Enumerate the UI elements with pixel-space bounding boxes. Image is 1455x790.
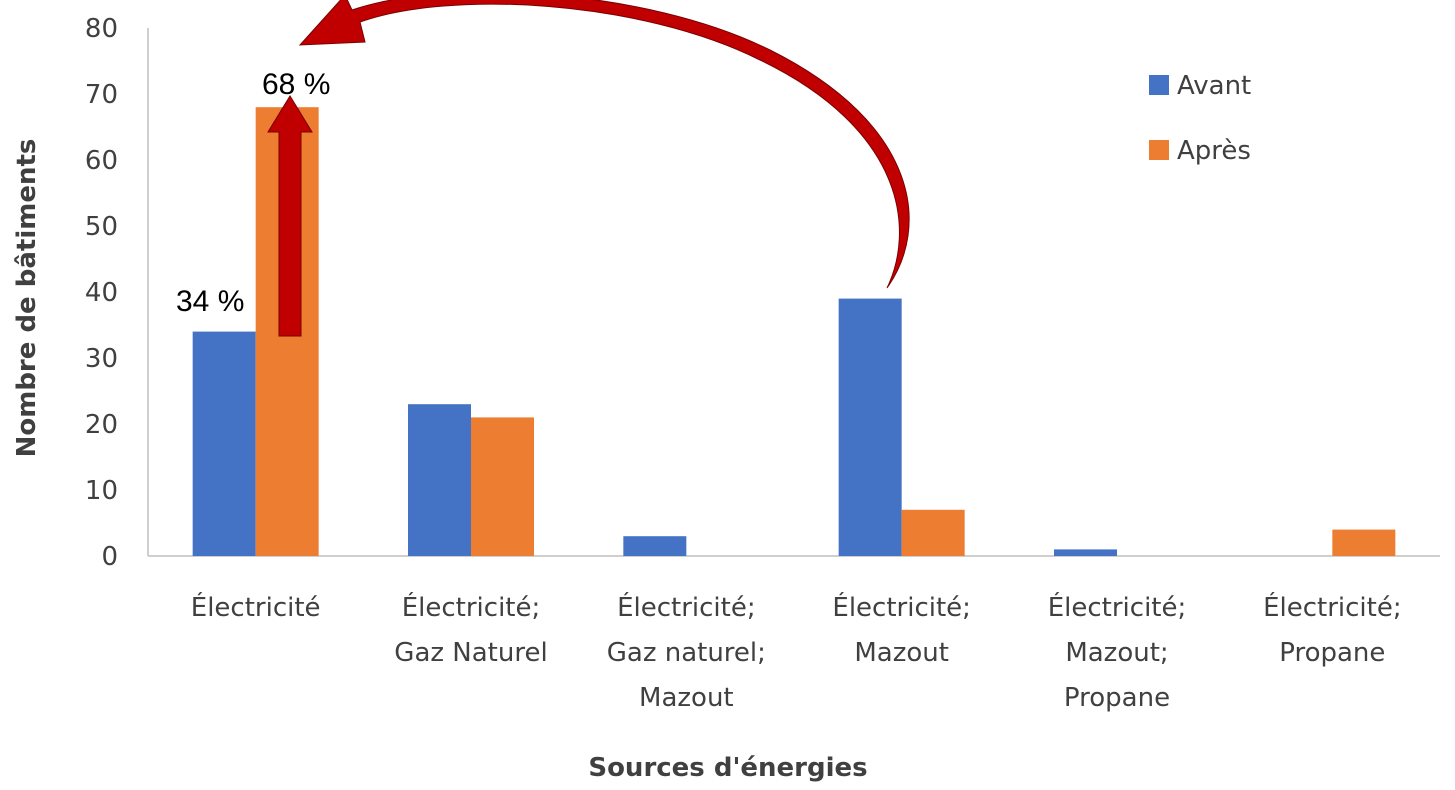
x-category-label: Électricité: [191, 591, 321, 623]
y-tick-label: 20: [85, 410, 118, 440]
bars-group: [192, 107, 1396, 556]
x-category-label: Électricité; Mazout; Propane: [1048, 591, 1187, 713]
y-tick-label: 30: [85, 344, 118, 374]
annotation-after-label: 68 %: [262, 68, 330, 101]
bar-apres-5: [1332, 529, 1396, 556]
x-category-label: Électricité; Mazout: [832, 591, 971, 668]
y-tick-label: 80: [85, 14, 118, 44]
y-tick-label: 0: [101, 542, 118, 572]
bar-avant-3: [838, 298, 902, 556]
annotation-arrows: [267, 0, 910, 337]
category-labels: Électricité Électricité; Gaz Naturel Électr…: [191, 591, 1402, 713]
bar-avant-2: [623, 536, 687, 556]
y-axis-title: Nombre de bâtiments: [12, 139, 42, 458]
y-tick-label: 50: [85, 212, 118, 242]
legend-swatch-apres: [1149, 140, 1169, 160]
x-category-label: Électricité; Propane: [1263, 591, 1402, 668]
legend-label-avant: Avant: [1177, 71, 1251, 101]
x-category-label: Électricité; Gaz naturel; Mazout: [607, 591, 766, 713]
legend: Avant Après: [1149, 71, 1251, 166]
y-axis-ticks: 0 10 20 30 40 50 60 70 80: [85, 14, 118, 572]
x-category-label: Électricité; Gaz Naturel: [394, 591, 547, 668]
annotation-before-label: 34 %: [176, 285, 244, 318]
bar-avant-0: [192, 331, 256, 556]
y-tick-label: 10: [85, 476, 118, 506]
bar-apres-3: [901, 509, 965, 556]
up-arrow: [267, 95, 313, 337]
bar-apres-1: [471, 417, 534, 556]
legend-label-apres: Après: [1177, 136, 1251, 166]
curved-arrow: [298, 0, 910, 289]
legend-swatch-avant: [1149, 75, 1169, 95]
bar-avant-4: [1054, 549, 1117, 556]
y-tick-label: 70: [85, 80, 118, 110]
y-tick-label: 60: [85, 146, 118, 176]
y-tick-label: 40: [85, 278, 118, 308]
x-axis-title: Sources d'énergies: [588, 753, 867, 783]
bar-avant-1: [408, 404, 471, 556]
